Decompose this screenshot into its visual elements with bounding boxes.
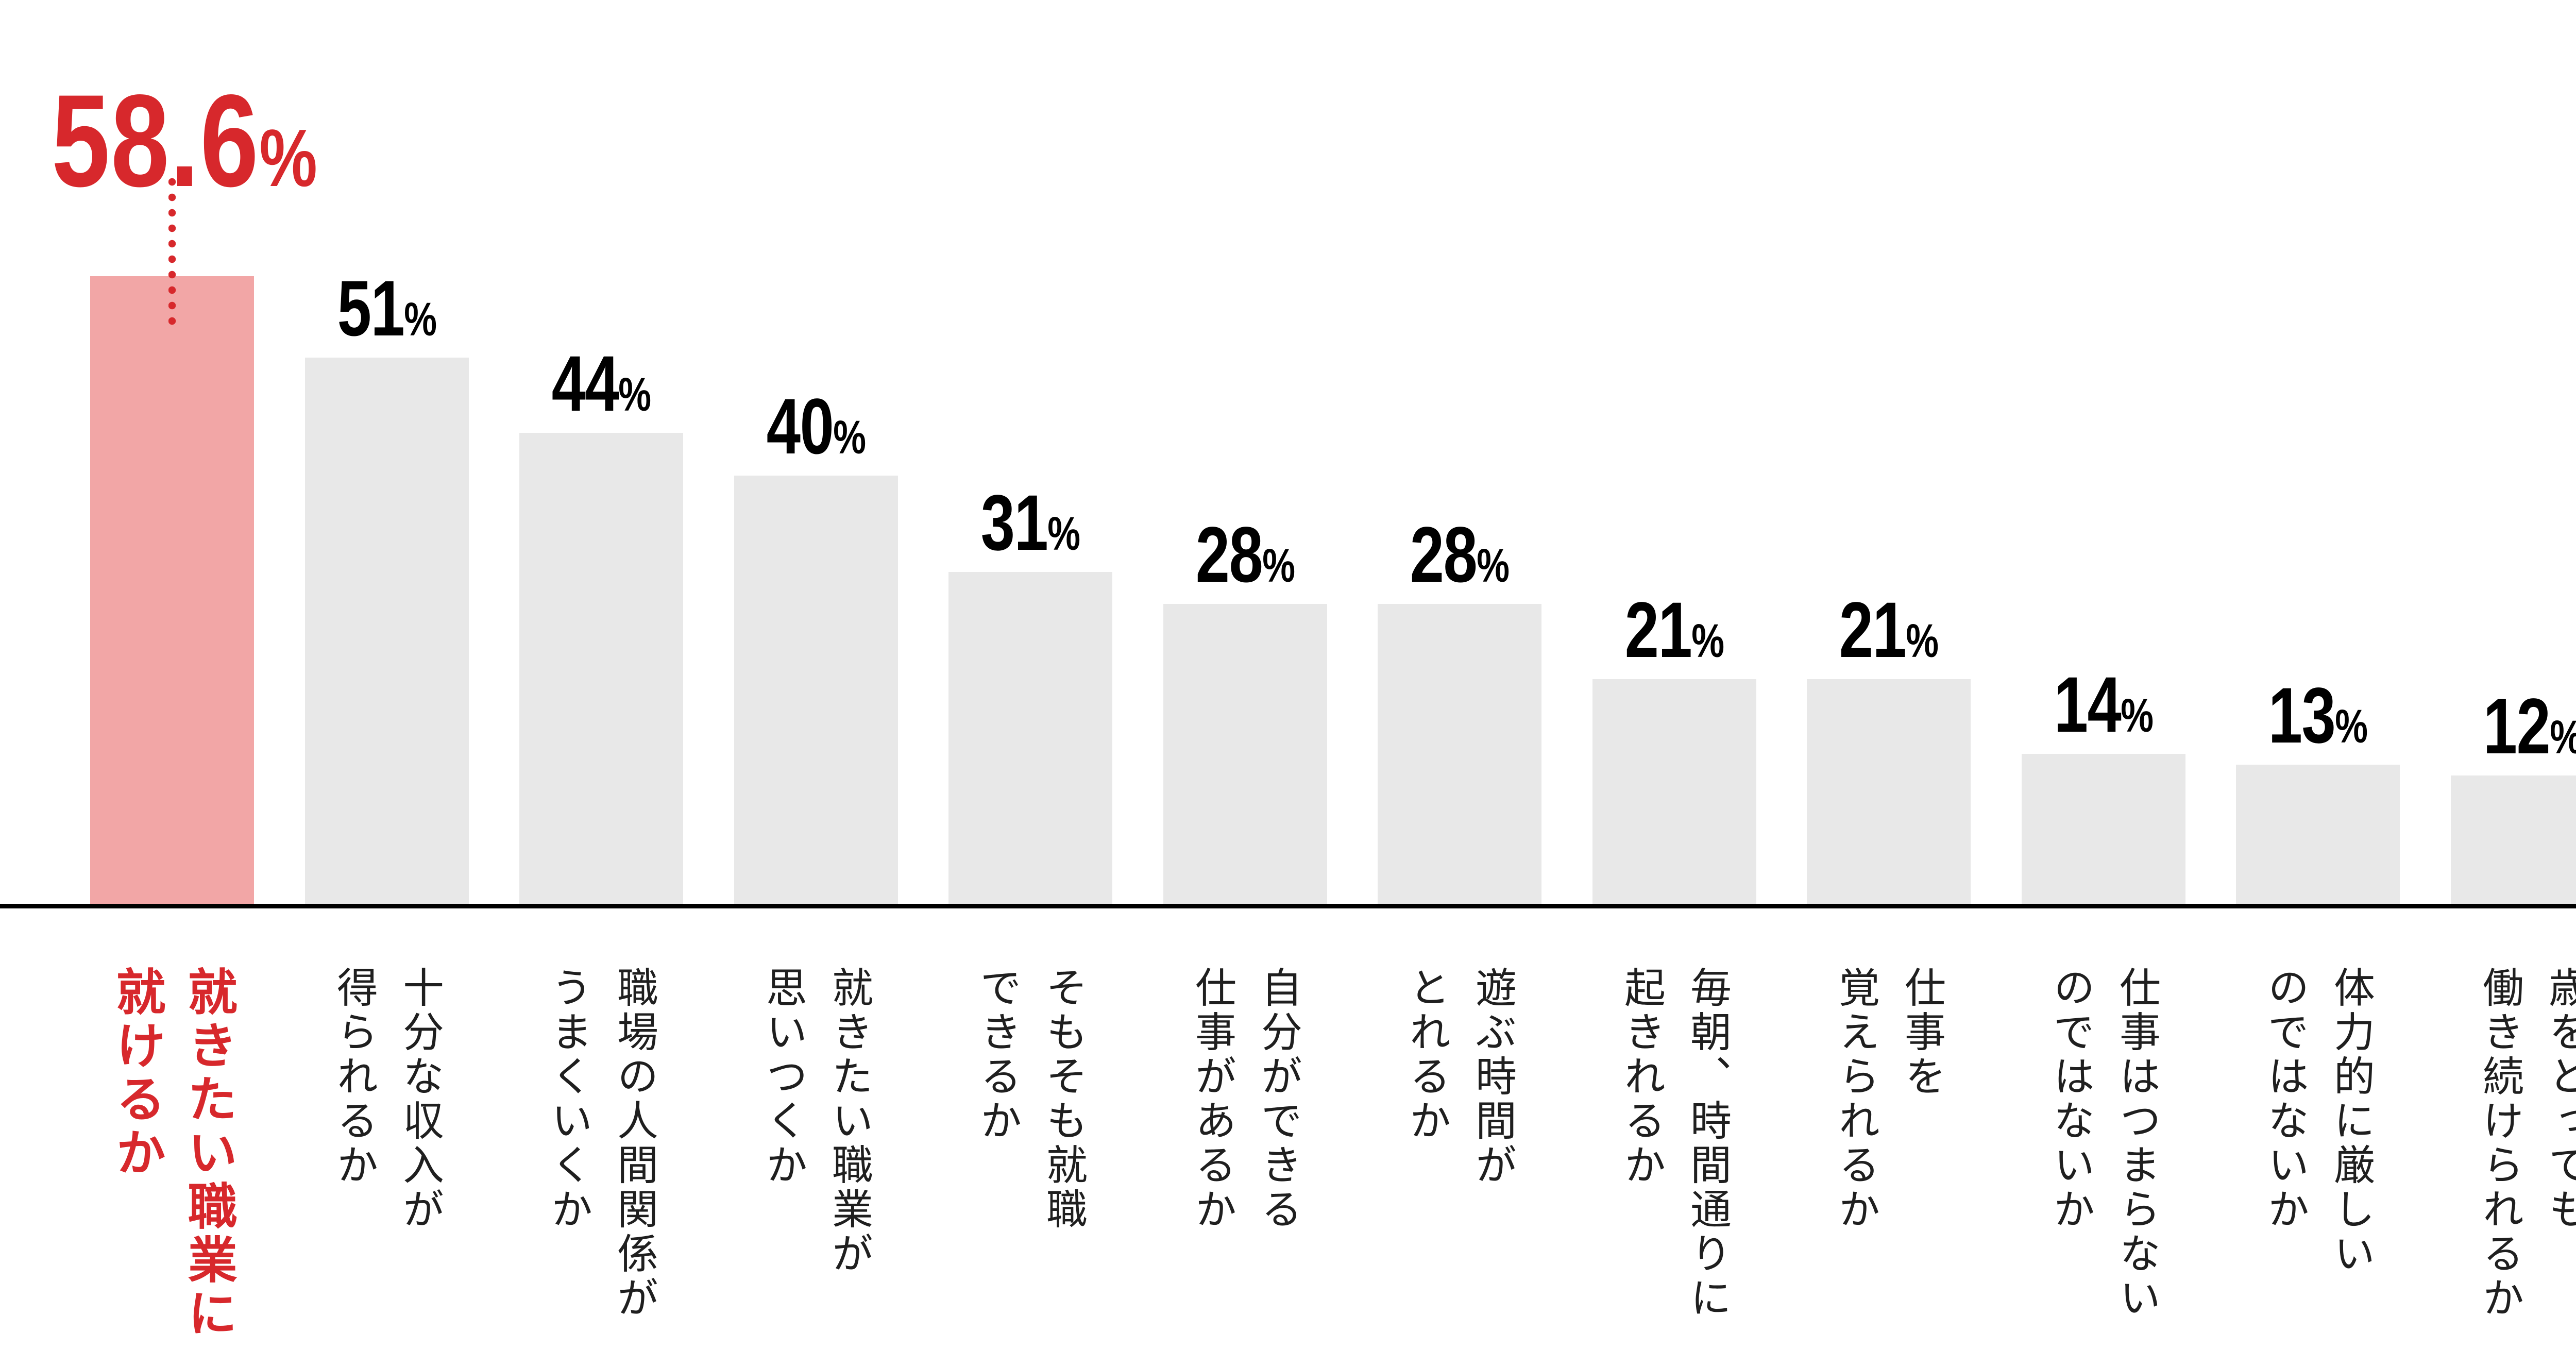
category-label: 遊ぶ時間が とれるか [1404,966,1516,1188]
dotted-leader-line [168,178,176,330]
bar-value-label: 12% [2469,687,2576,766]
bar [305,358,469,904]
value-number: 21 [1624,586,1692,674]
category-label: 体力的に厳しい のではないか [2262,966,2374,1276]
value-number: 14 [2054,661,2122,749]
bar [2022,754,2185,904]
bar [1163,604,1327,904]
value-number: 28 [1410,511,1478,599]
bar [1807,679,1971,904]
highlight-value-label: 58.6% [52,75,383,207]
value-number: 44 [551,340,619,428]
percent-sign: % [1262,539,1295,592]
percent-sign: % [2335,700,2368,753]
bar [948,572,1112,904]
value-number: 28 [1195,511,1263,599]
bar-value-label: 51% [324,269,451,348]
bar-value-label: 14% [2040,665,2167,744]
percent-sign: % [1477,539,1510,592]
percent-sign: % [1047,508,1080,560]
category-label: 仕事を 覚えられるか [1833,966,1945,1232]
bar-value-label: 21% [1611,591,1738,669]
value-number: 31 [980,479,1048,567]
percent-sign: % [2121,689,2154,742]
category-label-highlighted: 就きたい職業に 就けるか [109,966,236,1341]
bar-value-label: 40% [753,387,880,466]
bar-value-label: 31% [967,483,1094,562]
value-number: 40 [766,382,834,470]
bar [2451,775,2576,904]
percent-sign: % [2550,711,2576,764]
bar [734,476,898,904]
bar-value-label: 13% [2255,676,2382,755]
x-axis-line [0,904,2576,908]
bar-highlighted [90,276,254,904]
category-label: 歳をとっても 働き続けられるか [2477,966,2576,1321]
category-label: 毎朝、時間通りに 起きれるか [1619,966,1731,1321]
category-label: 職場の人間関係が うまくいくか [546,966,657,1321]
value-number: 21 [1839,586,1907,674]
percent-sign: % [833,411,866,464]
value-number: 12 [2483,682,2551,770]
bar [1592,679,1756,904]
category-label: そもそも就職 できるか [975,966,1087,1232]
bar-value-label: 28% [1182,515,1309,594]
bar-value-label: 28% [1396,515,1523,594]
value-number: 13 [2268,671,2336,760]
bar-value-label: 44% [538,344,665,423]
category-label: 就きたい職業が 思いつくか [760,966,872,1276]
percent-sign: % [1691,615,1724,667]
value-number: 58.6 [52,68,260,214]
percent-sign: % [618,368,651,421]
category-label: 十分な収入が 得られるか [331,966,443,1232]
bar [1378,604,1541,904]
percent-sign: % [1906,615,1939,667]
value-number: 51 [337,264,405,352]
bar [2236,765,2400,904]
category-label: 自分ができる 仕事があるか [1190,966,1301,1232]
percent-sign: % [404,293,437,346]
category-label: 仕事はつまらない のではないか [2048,966,2160,1321]
bar-value-label: 21% [1825,591,1953,669]
bar [519,433,683,904]
percent-sign: % [259,113,317,204]
